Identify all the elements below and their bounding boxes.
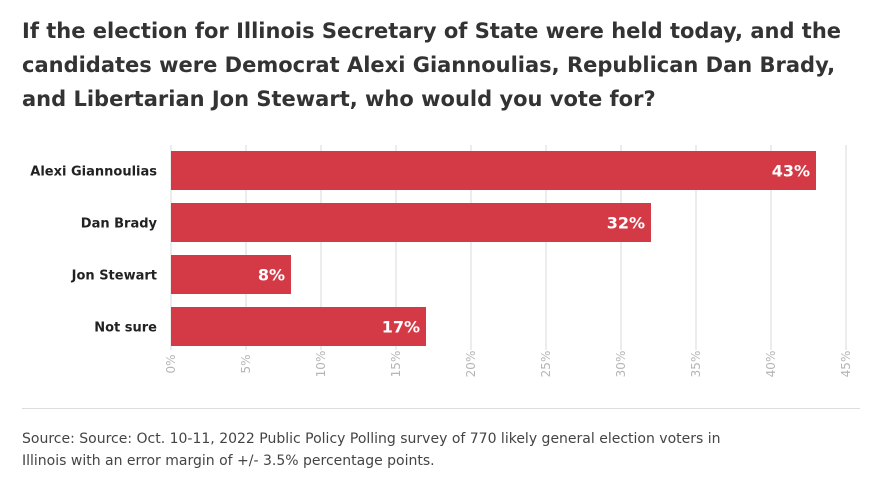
chart-title: If the election for Illinois Secretary o… (22, 14, 862, 116)
bar-value-label: 32% (607, 214, 645, 233)
chart-title-line-2: candidates were Democrat Alexi Giannouli… (22, 53, 836, 77)
source-note-line-2: Illinois with an error margin of +/- 3.5… (22, 453, 435, 469)
x-tick-label: 40% (764, 351, 778, 378)
source-divider (22, 408, 860, 409)
bar-value-label: 8% (258, 266, 285, 285)
bar (171, 255, 291, 294)
bar-value-label: 43% (772, 162, 810, 181)
source-note-line-1: Source: Source: Oct. 10-11, 2022 Public … (22, 431, 721, 447)
x-tick-label: 10% (314, 351, 328, 378)
bar (171, 203, 651, 242)
bar (171, 307, 426, 346)
source-note: Source: Source: Oct. 10-11, 2022 Public … (22, 428, 867, 472)
x-tick-label: 5% (239, 354, 253, 373)
x-tick-label: 45% (839, 351, 853, 378)
x-tick-label: 0% (164, 354, 178, 373)
category-label: Jon Stewart (71, 269, 157, 284)
x-tick-label: 25% (539, 351, 553, 378)
x-tick-label: 30% (614, 351, 628, 378)
category-label: Dan Brady (81, 217, 158, 232)
x-tick-label: 20% (464, 351, 478, 378)
category-label: Not sure (94, 321, 157, 336)
x-tick-label: 35% (689, 351, 703, 378)
bar-chart: 0% 5% 10% 15% 20% 25% 30% 35% 40% 45% Alexi Gianno… (30, 145, 853, 378)
bar-value-label: 17% (382, 318, 420, 337)
x-tick-label: 15% (389, 351, 403, 378)
chart-title-line-1: If the election for Illinois Secretary o… (22, 19, 842, 43)
chart-title-line-3: and Libertarian Jon Stewart, who would y… (22, 87, 656, 111)
category-label: Alexi Giannoulias (30, 165, 157, 180)
bar (171, 151, 816, 190)
